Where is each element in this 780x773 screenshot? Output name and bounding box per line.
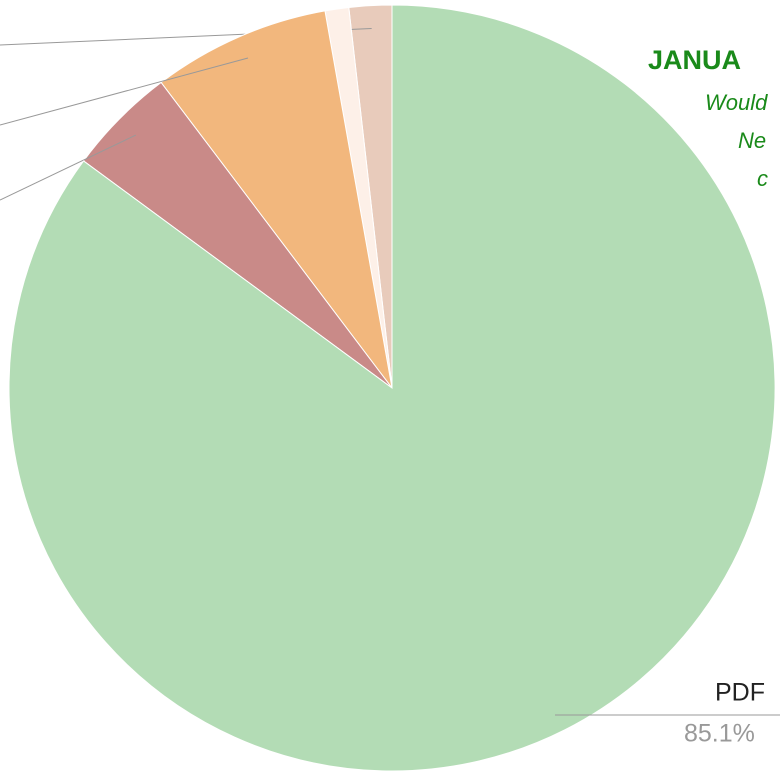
slice-value-label: 85.1% — [684, 720, 755, 748]
chart-title: JANUA — [648, 45, 741, 75]
chart-subtitle: c — [757, 166, 768, 191]
slice-label: PDF — [715, 679, 765, 707]
pie-slice — [8, 4, 776, 772]
chart-subtitle: Ne — [738, 128, 766, 153]
leader-line — [0, 57, 249, 126]
chart-subtitle: Would — [705, 90, 768, 115]
pie-slice — [160, 10, 393, 389]
leader-line — [0, 134, 137, 201]
